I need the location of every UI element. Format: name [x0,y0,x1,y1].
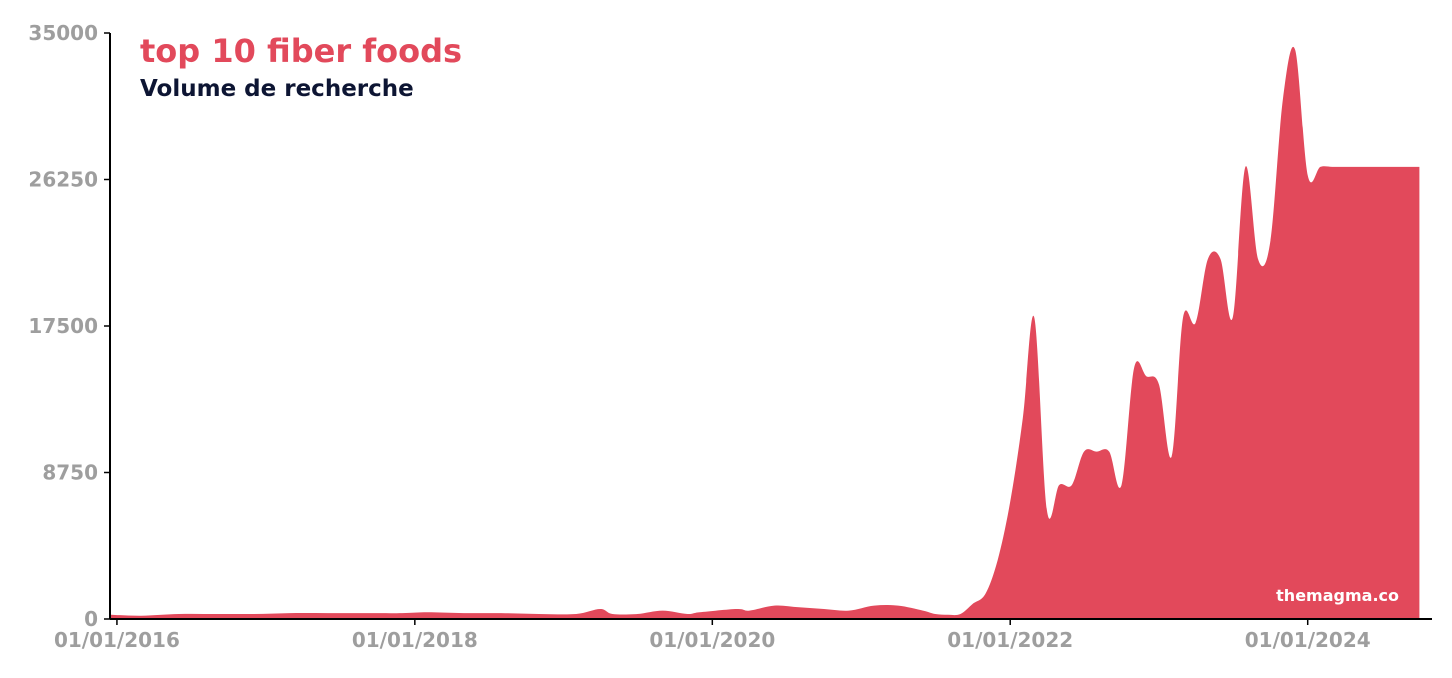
x-tick-label: 01/01/2022 [947,628,1073,652]
x-axis-ticks: 01/01/2016 01/01/2018 01/01/2020 01/01/2022… [54,619,1371,652]
y-axis-ticks: 0 8750 17500 26250 35000 [28,21,110,631]
watermark: themagma.co [1276,586,1399,605]
y-tick-label: 35000 [28,21,98,45]
series-area-0 [110,46,1420,620]
x-tick-label: 01/01/2020 [649,628,775,652]
y-tick-label: 26250 [28,168,98,192]
y-tick-label: 17500 [28,314,98,338]
chart-subtitle: Volume de recherche [140,76,414,102]
plot-area [110,46,1420,620]
x-tick-label: 01/01/2016 [54,628,180,652]
x-tick-label: 01/01/2024 [1245,628,1371,652]
y-tick-label: 8750 [42,461,98,485]
y-tick-label: 0 [84,607,98,631]
x-tick-label: 01/01/2018 [352,628,478,652]
chart-title: top 10 fiber foods [140,32,462,70]
